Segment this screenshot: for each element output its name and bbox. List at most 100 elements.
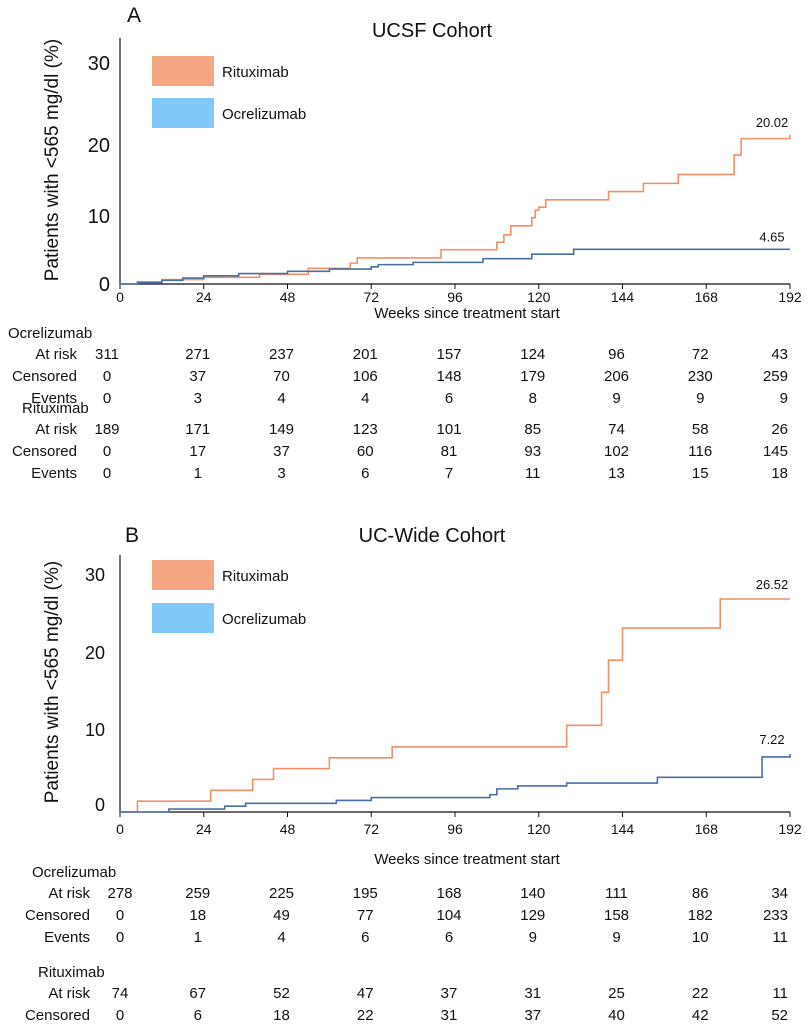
risk-cell: 4	[277, 390, 285, 407]
risk-cell: 311	[95, 346, 119, 363]
risk-cell: 81	[441, 443, 458, 460]
risk-cell: 18	[771, 465, 788, 482]
risk-cell: 1	[194, 465, 202, 482]
risk-cell: 237	[269, 346, 294, 363]
risk-cell: 40	[608, 1007, 625, 1024]
risk-cell: 0	[103, 443, 111, 460]
risk-row-label: Censored	[12, 368, 77, 385]
risk-row-label: Censored	[12, 443, 77, 460]
risk-cell: 4	[361, 390, 369, 407]
risk-cell: 182	[688, 907, 713, 924]
x-tick-label: 120	[527, 289, 551, 305]
risk-cell: 18	[273, 1007, 290, 1024]
legend-swatch	[152, 56, 214, 86]
risk-cell: 102	[604, 443, 629, 460]
risk-cell: 37	[189, 368, 206, 385]
risk-cell: 0	[103, 368, 111, 385]
x-tick-label: 48	[280, 289, 296, 305]
risk-row-label: At risk	[48, 885, 90, 902]
risk-cell: 145	[763, 443, 788, 460]
risk-cell: 18	[189, 907, 206, 924]
risk-row-label: At risk	[35, 346, 77, 363]
risk-row-label: Censored	[25, 1007, 90, 1024]
risk-cell: 179	[520, 368, 545, 385]
chart-title: UC-Wide Cohort	[359, 525, 506, 547]
risk-cell: 106	[353, 368, 378, 385]
risk-cell: 10	[692, 929, 709, 946]
risk-cell: 6	[445, 390, 453, 407]
risk-row-label: At risk	[48, 985, 90, 1002]
risk-cell: 67	[189, 985, 206, 1002]
risk-cell: 168	[436, 885, 461, 902]
risk-cell: 0	[103, 390, 111, 407]
risk-cell: 0	[116, 929, 124, 946]
risk-cell: 11	[772, 929, 788, 946]
legend-swatch	[152, 98, 214, 128]
risk-cell: 26	[771, 421, 788, 438]
legend-label: Ocrelizumab	[222, 106, 306, 123]
risk-row-label: Events	[31, 390, 77, 407]
x-tick-label: 72	[363, 289, 379, 305]
risk-group-name: Ocrelizumab	[32, 864, 116, 881]
end-value-label: 20.02	[756, 115, 789, 130]
risk-cell: 52	[273, 985, 290, 1002]
risk-cell: 0	[116, 1007, 124, 1024]
risk-cell: 74	[112, 985, 129, 1002]
risk-cell: 233	[763, 907, 788, 924]
x-tick-label: 48	[280, 821, 296, 837]
risk-cell: 158	[604, 907, 629, 924]
x-tick-label: 0	[116, 821, 124, 837]
y-tick-label: 0	[95, 795, 105, 815]
legend-label: Ocrelizumab	[222, 611, 306, 628]
risk-cell: 34	[771, 885, 788, 902]
panel-label: A	[127, 4, 141, 27]
x-axis-label: Weeks since treatment start	[374, 305, 560, 322]
risk-cell: 259	[763, 368, 788, 385]
risk-cell: 6	[445, 929, 453, 946]
y-tick-label: 30	[88, 53, 110, 75]
x-tick-label: 96	[447, 289, 463, 305]
risk-cell: 72	[692, 346, 709, 363]
risk-cell: 3	[277, 465, 285, 482]
risk-cell: 74	[608, 421, 625, 438]
risk-cell: 6	[194, 1007, 202, 1024]
risk-row-label: Events	[31, 465, 77, 482]
risk-cell: 140	[520, 885, 545, 902]
risk-cell: 49	[273, 907, 290, 924]
y-axis-label: Patients with <565 mg/dl (%)	[42, 39, 63, 281]
risk-cell: 47	[357, 985, 374, 1002]
risk-cell: 31	[441, 1007, 458, 1024]
y-axis-label: Patients with <565 mg/dl (%)	[42, 561, 63, 803]
x-tick-label: 72	[363, 821, 379, 837]
risk-cell: 11	[525, 465, 541, 482]
y-tick-label: 30	[85, 565, 105, 585]
risk-cell: 37	[273, 443, 290, 460]
legend-label: Rituximab	[222, 64, 289, 81]
risk-cell: 31	[524, 985, 541, 1002]
risk-row-label: Censored	[25, 907, 90, 924]
x-tick-label: 144	[611, 821, 635, 837]
risk-cell: 195	[353, 885, 378, 902]
y-tick-label: 20	[88, 135, 110, 157]
risk-cell: 6	[361, 929, 369, 946]
risk-cell: 201	[353, 346, 378, 363]
panel-label: B	[125, 524, 139, 547]
x-tick-label: 120	[527, 821, 551, 837]
x-tick-label: 24	[196, 289, 212, 305]
risk-cell: 8	[529, 390, 537, 407]
risk-cell: 148	[436, 368, 461, 385]
risk-cell: 9	[529, 929, 537, 946]
x-axis-label: Weeks since treatment start	[374, 851, 560, 868]
risk-cell: 9	[780, 390, 788, 407]
y-tick-label: 10	[88, 206, 110, 228]
legend-label: Rituximab	[222, 568, 289, 585]
risk-cell: 13	[608, 465, 625, 482]
risk-cell: 230	[688, 368, 713, 385]
risk-cell: 22	[357, 1007, 374, 1024]
risk-cell: 4	[277, 929, 285, 946]
risk-cell: 3	[194, 390, 202, 407]
risk-cell: 17	[189, 443, 206, 460]
risk-cell: 0	[103, 465, 111, 482]
risk-cell: 124	[520, 346, 545, 363]
